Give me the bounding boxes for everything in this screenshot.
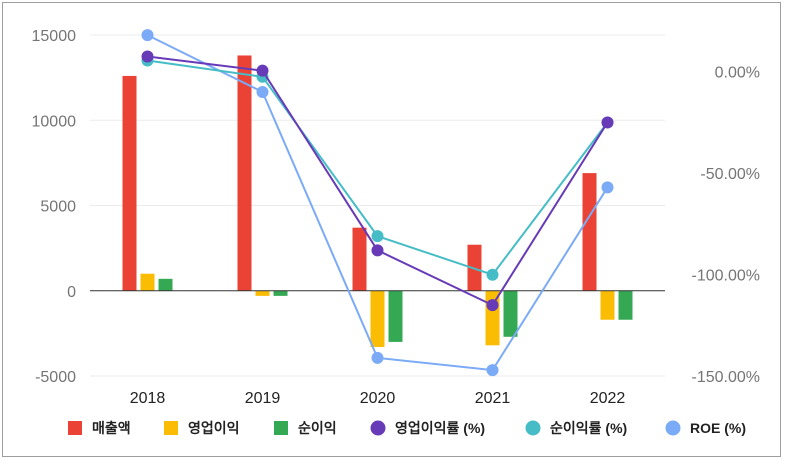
right-tick-label: -150.00%: [692, 369, 761, 386]
legend-swatch: [370, 420, 386, 436]
bar-영업이익-2018: [140, 273, 155, 291]
bar-매출액-2020: [352, 227, 367, 291]
bar-매출액-2018: [122, 75, 137, 291]
point-영업이익률-2021: [486, 299, 499, 312]
legend-swatch: [665, 420, 681, 436]
x-tick-label: 2020: [360, 390, 396, 407]
x-tick-label: 2021: [475, 390, 511, 407]
gridlines: [90, 34, 665, 377]
point-영업이익률-2019: [256, 64, 269, 77]
legend-label: 순이익률 (%): [550, 420, 627, 436]
legend-label: 순이익: [298, 420, 337, 436]
x-tick-label: 2019: [245, 390, 281, 407]
point-영업이익률-2018: [141, 50, 154, 63]
point-roe-2020: [371, 351, 384, 364]
x-axis-ticks: 2018 2019 2020 2021 2022: [130, 390, 626, 407]
legend-swatch: [525, 420, 541, 436]
bar-매출액-2022: [582, 173, 597, 291]
point-영업이익률-2020: [371, 244, 384, 257]
point-순이익률-2020: [371, 230, 384, 243]
legend-label: ROE (%): [690, 420, 746, 436]
legend-item-순이익률: 순이익률 (%): [525, 420, 627, 436]
legend: 매출액 영업이익 순이익 영업이익률 (%) 순이익률 (%) ROE (%): [68, 420, 746, 436]
bar-순이익-2020: [388, 290, 403, 342]
bar-영업이익-2019: [255, 290, 270, 296]
x-tick-label: 2022: [590, 390, 626, 407]
right-axis-ticks: 0.00% -50.00% -100.00% -150.00%: [692, 65, 761, 387]
point-영업이익률-2022: [601, 116, 614, 129]
legend-item-roe: ROE (%): [665, 420, 746, 436]
bar-영업이익-2022: [600, 290, 615, 320]
bar-영업이익-2020: [370, 290, 385, 348]
legend-item-매출액: 매출액: [68, 420, 131, 436]
left-tick-label: 0: [67, 284, 76, 301]
right-tick-label: -50.00%: [700, 166, 760, 183]
lines: [141, 29, 614, 377]
legend-label: 영업이익: [188, 420, 240, 436]
x-tick-label: 2018: [130, 390, 166, 407]
legend-item-영업이익: 영업이익: [164, 420, 240, 436]
legend-swatch: [164, 421, 178, 435]
legend-item-영업이익률: 영업이익률 (%): [370, 420, 485, 436]
left-axis-ticks: 15000 10000 5000 0 -5000: [32, 28, 77, 386]
bar-매출액-2019: [237, 55, 252, 291]
legend-swatch: [68, 421, 82, 435]
legend-label: 매출액: [92, 420, 131, 436]
point-순이익률-2021: [486, 268, 499, 281]
point-roe-2022: [601, 181, 614, 194]
point-roe-2018: [141, 29, 154, 42]
point-roe-2019: [256, 86, 269, 98]
bars: [122, 55, 633, 348]
left-tick-label: 10000: [32, 113, 77, 130]
left-tick-label: 15000: [32, 28, 77, 45]
legend-swatch: [274, 421, 288, 435]
right-tick-label: 0.00%: [715, 65, 760, 82]
left-tick-label: -5000: [35, 369, 76, 386]
point-roe-2021: [486, 364, 499, 377]
left-tick-label: 5000: [40, 199, 76, 216]
legend-label: 영업이익률 (%): [395, 420, 485, 436]
right-tick-label: -100.00%: [692, 268, 761, 285]
bar-순이익-2018: [158, 278, 173, 291]
line-순이익률: [147, 59, 609, 276]
bar-순이익-2022: [618, 290, 633, 320]
legend-item-순이익: 순이익: [274, 420, 337, 436]
bar-순이익-2021: [503, 290, 518, 337]
line-영업이익률: [147, 55, 609, 307]
bar-순이익-2019: [273, 290, 288, 296]
